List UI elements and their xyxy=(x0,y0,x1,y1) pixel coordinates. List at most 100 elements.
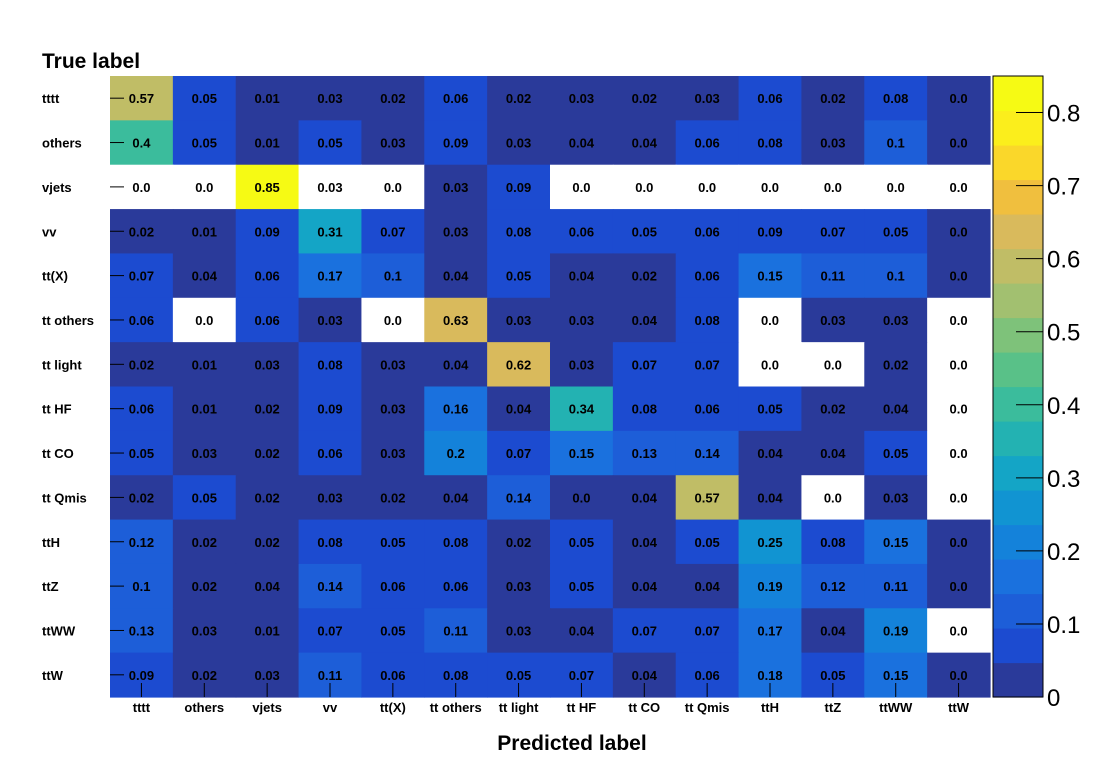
y-tick-label: others xyxy=(42,136,82,151)
cell-value-label: 0.03 xyxy=(380,136,405,151)
heatmap-cell xyxy=(927,608,991,654)
cell-value-label: 0.09 xyxy=(129,668,154,683)
cell-value-label: 0.0 xyxy=(824,180,842,195)
cell-value-label: 0.04 xyxy=(506,402,532,417)
cell-value-label: 0.19 xyxy=(757,579,782,594)
heatmap-cell xyxy=(235,164,300,210)
cell-value-label: 0.06 xyxy=(443,579,468,594)
heatmap-cell xyxy=(738,430,803,476)
cell-value-label: 0.05 xyxy=(317,136,342,151)
cell-value-label: 0.0 xyxy=(950,357,968,372)
heatmap-cell xyxy=(172,164,237,210)
heatmap-cell xyxy=(864,164,928,210)
heatmap-cell xyxy=(675,120,740,166)
heatmap-cell xyxy=(927,76,991,121)
colorbar-band xyxy=(993,455,1043,491)
cell-value-label: 0.0 xyxy=(761,180,779,195)
y-axis-title: True label xyxy=(42,50,140,73)
cell-value-label: 0.34 xyxy=(569,402,595,417)
cell-value-label: 0.19 xyxy=(883,623,908,638)
heatmap-cell xyxy=(424,164,488,210)
cell-value-label: 0.05 xyxy=(883,446,908,461)
colorbar-band xyxy=(993,76,1043,112)
heatmap-cell xyxy=(361,386,425,432)
cell-value-label: 0.03 xyxy=(192,446,217,461)
x-tick-label: vjets xyxy=(252,700,282,715)
cell-value-label: 0.03 xyxy=(883,313,908,328)
heatmap-cell xyxy=(487,475,551,521)
x-tick-label: others xyxy=(184,700,224,715)
cell-value-label: 0.05 xyxy=(380,623,405,638)
cell-value-label: 0.0 xyxy=(950,402,968,417)
cell-value-label: 0.0 xyxy=(887,180,905,195)
cell-value-label: 0.05 xyxy=(632,224,657,239)
cell-value-label: 0.05 xyxy=(757,402,782,417)
heatmap-cell xyxy=(612,120,677,166)
cell-value-label: 0.03 xyxy=(443,224,468,239)
cell-value-label: 0.03 xyxy=(317,313,342,328)
cell-value-label: 0.07 xyxy=(380,224,405,239)
heatmap-cell xyxy=(487,209,551,255)
cell-value-label: 0.04 xyxy=(632,490,658,505)
heatmap-cell xyxy=(298,608,363,654)
heatmap-cell xyxy=(864,608,928,654)
cell-value-label: 0.04 xyxy=(443,490,469,505)
cell-value-label: 0.08 xyxy=(506,224,531,239)
cell-value-label: 0.02 xyxy=(380,91,405,106)
cell-value-label: 0.0 xyxy=(950,490,968,505)
cell-value-label: 0.08 xyxy=(443,535,468,550)
cell-value-label: 0.07 xyxy=(506,446,531,461)
cell-value-label: 0.03 xyxy=(317,490,342,505)
cell-value-label: 0.01 xyxy=(192,402,217,417)
y-tick-label: tttt xyxy=(42,91,60,106)
cell-value-label: 0.0 xyxy=(761,357,779,372)
heatmap-cell xyxy=(172,475,237,521)
cell-value-label: 0.0 xyxy=(824,357,842,372)
colorbar-band xyxy=(993,110,1043,146)
cell-value-label: 0.05 xyxy=(569,579,594,594)
cell-value-label: 0.1 xyxy=(887,136,905,151)
heatmap-cell xyxy=(864,297,928,343)
cell-value-label: 0.01 xyxy=(254,623,279,638)
heatmap-cell-labels: 0.57 0.05 0.01 0.03 0.02 0.06 0.02 0.03 0.02 0.03… xyxy=(129,91,968,683)
heatmap-cell xyxy=(424,563,488,609)
heatmap-cell xyxy=(801,209,865,255)
cell-value-label: 0.02 xyxy=(192,579,217,594)
cell-value-label: 0.03 xyxy=(380,446,405,461)
heatmap-cell xyxy=(235,475,300,521)
heatmap-cell xyxy=(927,563,991,609)
cell-value-label: 0.03 xyxy=(694,91,719,106)
heatmap-cell xyxy=(612,386,677,432)
cell-value-label: 0.08 xyxy=(694,313,719,328)
heatmap-cell xyxy=(172,76,237,121)
heatmap-cell xyxy=(361,253,425,299)
cell-value-label: 0.04 xyxy=(632,668,658,683)
heatmap-cell xyxy=(612,563,677,609)
cell-value-label: 0.31 xyxy=(317,224,342,239)
heatmap-cell xyxy=(675,430,740,476)
colorbar-band xyxy=(993,386,1043,422)
x-tick-label: tt Qmis xyxy=(685,700,730,715)
colorbar: 0 0.1 0.2 0.3 0.4 0.5 0.6 0.7 0.8 xyxy=(992,75,1080,712)
heatmap-cell xyxy=(172,297,237,343)
heatmap-cell xyxy=(172,120,237,166)
cell-value-label: 0.03 xyxy=(569,91,594,106)
cell-value-label: 0.06 xyxy=(254,313,279,328)
heatmap-cell xyxy=(864,253,928,299)
heatmap-cell xyxy=(801,519,865,565)
heatmap-cell xyxy=(550,519,614,565)
cell-value-label: 0.02 xyxy=(254,490,279,505)
cell-value-label: 0.0 xyxy=(950,224,968,239)
cell-value-label: 0.05 xyxy=(694,535,719,550)
colorbar-band xyxy=(993,490,1043,526)
cell-value-label: 0.01 xyxy=(192,224,217,239)
heatmap-cell xyxy=(298,120,363,166)
colorbar-band xyxy=(993,352,1043,388)
heatmap-cell xyxy=(801,386,865,432)
heatmap-cell xyxy=(235,608,300,654)
colorbar-tick-label: 0.5 xyxy=(1047,320,1080,347)
cell-value-label: 0.08 xyxy=(317,357,342,372)
cell-value-label: 0.06 xyxy=(254,269,279,284)
cell-value-label: 0.02 xyxy=(254,446,279,461)
heatmap-cell xyxy=(298,342,363,388)
